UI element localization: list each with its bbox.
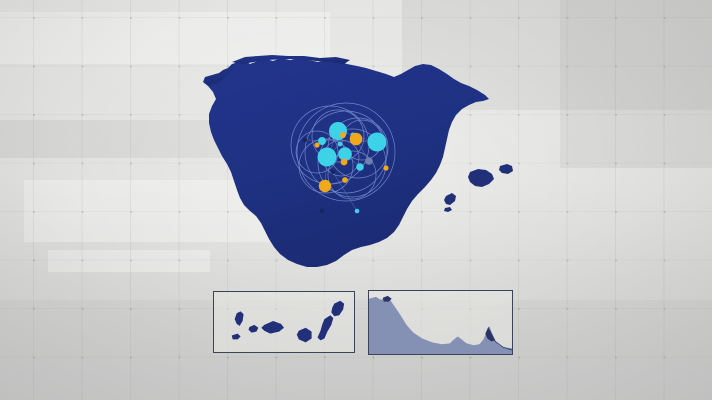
data-bubble-b02[interactable]: [367, 132, 387, 152]
network-circle-3: [317, 128, 387, 198]
data-bubble-b11[interactable]: [318, 179, 332, 193]
network-circle-4: [311, 109, 365, 163]
data-bubble-b03[interactable]: [317, 147, 337, 167]
relief-cape-detail: [382, 295, 392, 302]
relief-profile-svg: [369, 295, 512, 354]
data-bubble-b15[interactable]: [342, 177, 348, 183]
formentera-island: [444, 207, 452, 212]
cantabrian-coast: [232, 55, 350, 64]
tenerife-island: [261, 321, 284, 334]
data-bubble-b19[interactable]: [319, 208, 325, 214]
data-bubble-b08[interactable]: [337, 141, 343, 147]
data-bubbles: [302, 122, 389, 214]
galicia-coast: [203, 63, 236, 86]
la-palma-island: [234, 311, 244, 326]
gran-canaria-island: [296, 327, 312, 343]
data-bubble-b13[interactable]: [340, 132, 346, 138]
data-bubble-b05[interactable]: [318, 137, 326, 145]
network-link-15: [304, 139, 378, 143]
data-bubble-b09[interactable]: [354, 208, 360, 214]
la-gomera-island: [248, 324, 259, 333]
background-band-7: [48, 250, 210, 272]
relief-coast-line: [488, 329, 512, 351]
el-hierro-island: [231, 333, 241, 340]
mallorca-island: [468, 169, 494, 187]
data-bubble-b04[interactable]: [338, 147, 352, 161]
relief-peak-detail: [485, 326, 496, 342]
data-bubble-b10[interactable]: [349, 132, 363, 146]
menorca-island: [499, 164, 513, 174]
peninsula-outline: [208, 58, 489, 267]
data-bubble-b20[interactable]: [331, 170, 335, 174]
data-bubble-b17[interactable]: [365, 157, 373, 165]
network-circle-7: [327, 150, 377, 200]
canary-islands-inset[interactable]: [213, 291, 355, 353]
data-bubble-b16[interactable]: [383, 165, 389, 171]
ibiza-island: [444, 193, 456, 205]
canary-islands-shapes: [231, 300, 345, 343]
network-circle-10: [295, 130, 339, 174]
data-bubble-b18[interactable]: [302, 137, 308, 143]
lanzarote-island: [331, 300, 345, 317]
background-band-5: [560, 0, 712, 168]
data-bubble-b12[interactable]: [340, 158, 348, 166]
network-circle-0: [296, 102, 396, 202]
background-band-6: [0, 300, 712, 400]
network-link-14: [332, 171, 358, 212]
spain-landmass: [203, 55, 513, 267]
canary-islands-svg: [231, 300, 345, 343]
relief-profile-inset[interactable]: [368, 290, 513, 355]
network-circle-6: [298, 138, 354, 194]
fuerteventura-island: [317, 315, 334, 341]
data-bubble-b07[interactable]: [356, 163, 364, 171]
relief-profile-shape: [369, 296, 512, 354]
data-bubble-b14[interactable]: [314, 142, 320, 148]
